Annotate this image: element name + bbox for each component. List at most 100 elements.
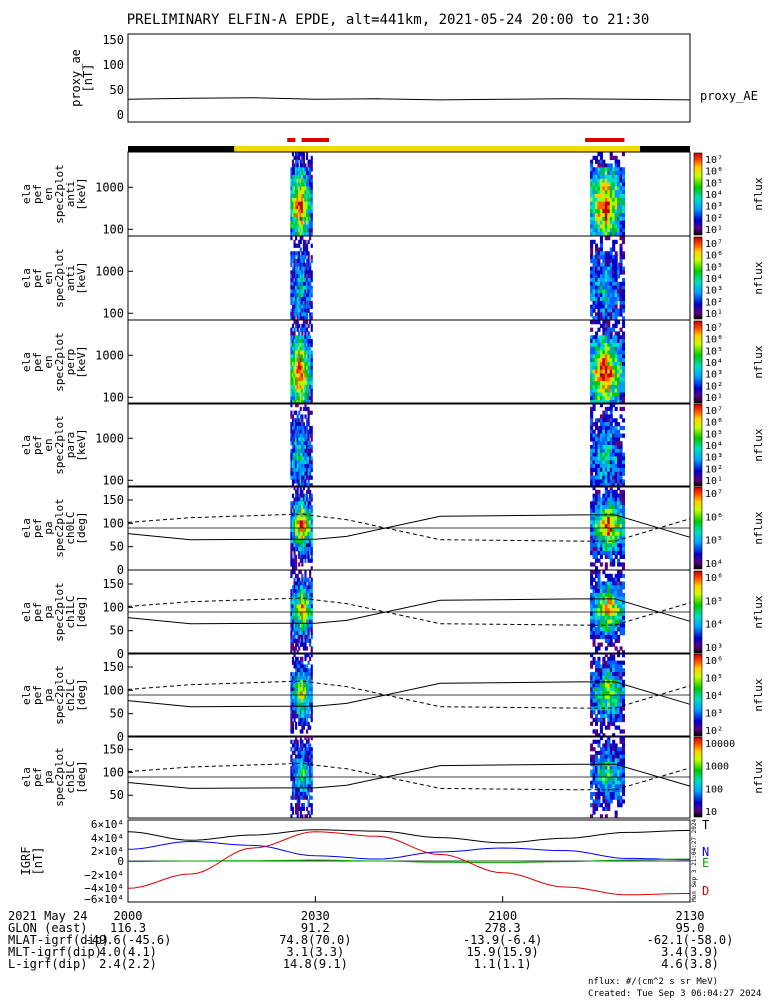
spectral-cell	[619, 664, 623, 669]
spectral-cell	[621, 224, 626, 229]
spectral-cell	[609, 508, 613, 514]
spectral-cell	[309, 266, 312, 271]
spectral-cell	[299, 486, 302, 491]
tick-label: 0	[117, 647, 124, 661]
spectral-cell	[302, 258, 306, 264]
spectral-cell	[602, 585, 606, 590]
spectral-cell	[307, 342, 310, 348]
spectral-cell	[293, 758, 296, 763]
spectral-cell	[310, 612, 313, 617]
spectral-cell	[614, 623, 618, 628]
spectral-cell	[594, 452, 599, 457]
spectral-cell	[614, 750, 618, 756]
spectral-cell	[594, 668, 599, 673]
spectral-cell	[290, 739, 293, 744]
spectral-cell	[298, 691, 301, 696]
colorbar-gradient	[693, 570, 703, 654]
spectral-cell	[295, 433, 298, 438]
spectral-cell	[607, 346, 611, 351]
spectral-cell	[612, 194, 616, 199]
spectral-cell	[299, 615, 302, 621]
spectral-cell	[302, 702, 306, 707]
spectral-cell	[304, 638, 307, 643]
spectral-cell	[604, 589, 608, 594]
spectral-cell	[617, 780, 621, 785]
spectral-cell	[299, 327, 302, 332]
spectral-cell	[295, 251, 298, 256]
spectral-cell	[607, 460, 611, 465]
spectral-cell	[296, 543, 299, 548]
spectral-cell	[296, 224, 299, 229]
spectral-cell	[299, 695, 302, 700]
spectral-cell	[609, 171, 613, 176]
spectral-cell	[599, 585, 603, 590]
spectral-cell	[609, 437, 613, 442]
spectral-cell	[295, 213, 298, 218]
spectral-cell	[298, 228, 301, 233]
spectral-cell	[296, 373, 299, 378]
spectral-cell	[291, 174, 295, 180]
spectral-cell	[599, 747, 603, 752]
spectral-cell	[594, 721, 599, 726]
spectral-cell	[594, 501, 599, 506]
spectral-cell	[590, 216, 594, 222]
spectral-cell	[302, 456, 306, 461]
spectral-cell	[298, 220, 301, 225]
spectral-cell	[617, 687, 621, 692]
spectral-cell	[293, 539, 296, 544]
spectral-cell	[296, 414, 299, 419]
spectral-cell	[619, 213, 623, 218]
spectral-cell	[309, 747, 312, 752]
spectral-cell	[290, 706, 293, 711]
colorbar-tick: 10⁶	[705, 418, 723, 429]
spectral-cell	[291, 285, 295, 290]
spectral-cell	[293, 216, 296, 222]
spectral-cell	[619, 171, 623, 176]
spectral-cell	[619, 441, 623, 446]
spectral-cell	[604, 795, 608, 800]
spectral-cell	[302, 350, 306, 355]
spectral-cell	[617, 209, 621, 214]
spectral-cell	[298, 381, 301, 386]
spectral-cell	[594, 186, 599, 191]
panel-frame	[127, 319, 691, 405]
spectral-cell	[299, 362, 302, 367]
spectral-cell	[301, 691, 304, 696]
spectral-cell	[290, 258, 293, 264]
spectral-cell	[290, 758, 293, 763]
spectral-cell	[310, 190, 313, 195]
spectral-cell	[302, 497, 306, 502]
spectral-cell	[298, 784, 301, 789]
spectral-cell	[614, 178, 618, 183]
ylabel-line: spec2plot	[53, 332, 66, 392]
spectral-cell	[607, 232, 611, 237]
spectral-cell	[597, 460, 601, 465]
spectral-cell	[619, 201, 623, 206]
spectral-cell	[295, 388, 298, 393]
spectral-cell	[607, 721, 611, 726]
spectral-cell	[301, 396, 304, 401]
spectral-cell	[307, 627, 310, 632]
spectral-cell	[602, 612, 606, 617]
spectral-cell	[299, 814, 302, 819]
spectral-cell	[612, 258, 616, 264]
colorbar-tick: 10³	[705, 370, 723, 381]
spectral-cell	[614, 608, 618, 613]
spectral-cell	[621, 201, 626, 206]
tick-label: 150	[102, 577, 124, 591]
spectral-cell	[594, 194, 599, 199]
spectral-cell	[590, 406, 594, 412]
spectral-cell	[301, 535, 304, 540]
spectral-cell	[619, 508, 623, 514]
spectral-cell	[619, 293, 623, 298]
spectral-cell	[590, 687, 594, 692]
spectral-cell	[597, 197, 601, 203]
spectral-cell	[295, 747, 298, 752]
spectral-cell	[607, 691, 611, 696]
spectral-cell	[617, 612, 621, 617]
spectral-cell	[592, 777, 596, 782]
spectral-cell	[310, 539, 313, 544]
spectral-cell	[299, 258, 302, 264]
spectral-cell	[295, 335, 298, 340]
spectral-cell	[304, 354, 307, 359]
